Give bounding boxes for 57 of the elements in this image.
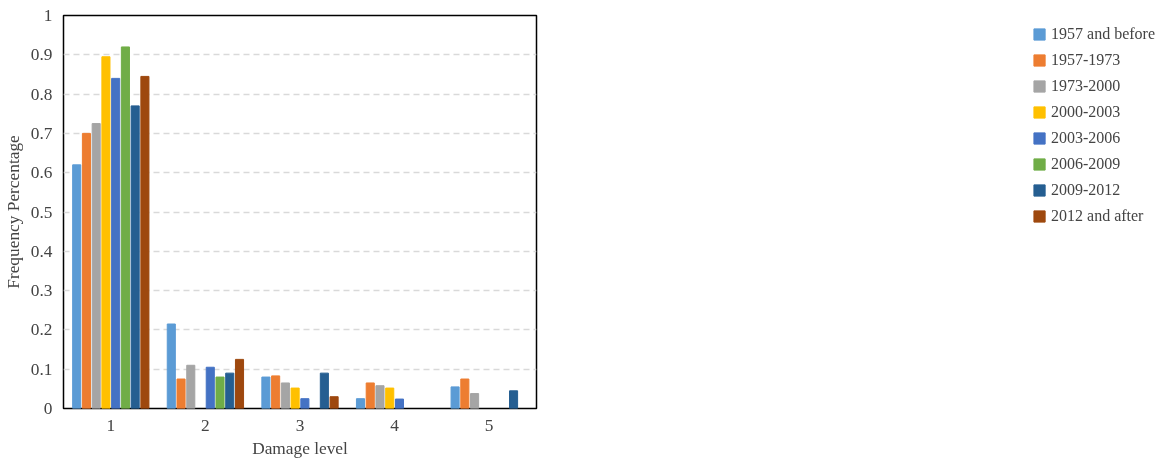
bar — [280, 382, 290, 409]
bar — [365, 382, 375, 409]
bar — [186, 364, 196, 409]
y-tick-label: 0.6 — [30, 163, 53, 183]
bar — [300, 398, 310, 409]
bar — [470, 393, 480, 409]
bar — [140, 75, 150, 409]
legend-label: 1973-2000 — [1051, 77, 1121, 95]
legend-label: 2012 and after — [1051, 207, 1144, 225]
bar — [271, 375, 281, 409]
y-tick-label: 0.7 — [30, 123, 53, 143]
y-tick-label: 0.5 — [30, 202, 53, 222]
bar — [234, 358, 245, 409]
bar — [130, 105, 140, 409]
bar — [394, 398, 405, 409]
bar — [120, 46, 130, 409]
bar — [72, 164, 82, 409]
bar — [385, 387, 395, 409]
bar — [450, 386, 460, 409]
x-tick-label: 4 — [390, 415, 400, 435]
y-tick-label: 0.3 — [30, 281, 53, 301]
bar — [81, 132, 91, 409]
y-tick-label: 0.8 — [30, 84, 53, 104]
y-tick-label: 0.4 — [30, 241, 53, 261]
y-tick-label: 0 — [43, 399, 53, 418]
bar — [205, 366, 215, 409]
bar — [460, 378, 470, 409]
x-axis-title: Damage level — [252, 438, 349, 458]
bar — [166, 323, 176, 409]
bar — [225, 372, 235, 409]
y-tick-label: 1 — [43, 6, 53, 25]
legend-label: 2009-2012 — [1051, 181, 1121, 199]
legend-label: 1957-1973 — [1051, 51, 1121, 69]
bar — [509, 390, 519, 409]
bar — [290, 387, 300, 409]
bar — [375, 385, 385, 409]
bar — [355, 398, 366, 409]
x-tick-label: 1 — [106, 415, 116, 435]
bar — [101, 56, 111, 409]
bar — [319, 372, 329, 409]
y-axis-title: Frequency Percentage — [3, 134, 23, 289]
bar — [329, 396, 339, 409]
x-tick-label: 3 — [295, 415, 305, 435]
bar — [215, 376, 225, 409]
legend-label: 2000-2003 — [1051, 103, 1121, 121]
x-tick-label: 5 — [484, 415, 494, 435]
legend-label: 2006-2009 — [1051, 155, 1121, 173]
bar — [261, 376, 271, 409]
y-tick-label: 0.2 — [30, 320, 53, 340]
legend-label: 2003-2006 — [1051, 129, 1121, 147]
legend-label: 1957 and before — [1051, 25, 1155, 43]
y-tick-label: 0.9 — [30, 45, 53, 65]
y-tick-label: 0.1 — [30, 359, 53, 379]
bar — [176, 378, 186, 409]
bar — [111, 77, 121, 409]
x-tick-label: 2 — [201, 415, 210, 435]
bar — [91, 123, 101, 409]
